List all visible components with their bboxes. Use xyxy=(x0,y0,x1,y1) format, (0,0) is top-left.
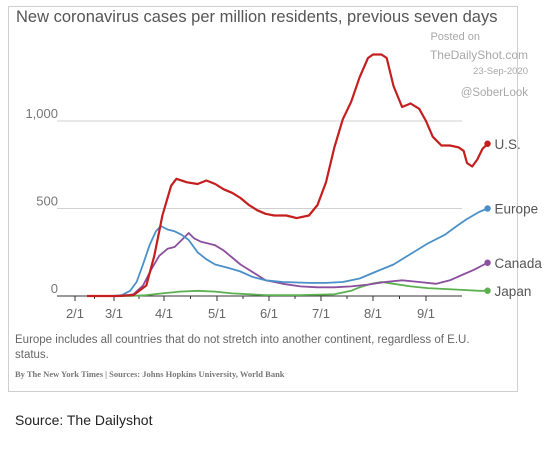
x-axis: 2/1 3/1 4/1 5/1 6/1 7/1 8/1 9/1 xyxy=(66,296,435,321)
series-line-europe xyxy=(87,207,488,297)
series-label: U.S. xyxy=(495,137,521,152)
x-tick-label: 7/1 xyxy=(312,306,330,321)
series-label: Europe xyxy=(495,202,539,217)
credit-date: 23-Sep-2020 xyxy=(473,66,528,77)
source-caption: Source: The Dailyshot xyxy=(15,412,153,428)
x-tick-label: 4/1 xyxy=(155,306,173,321)
credit-handle: @SoberLook xyxy=(460,87,528,99)
series-lines xyxy=(87,53,489,298)
x-tick-label: 2/1 xyxy=(66,306,84,321)
series-end-dot xyxy=(484,287,491,294)
series-label: Japan xyxy=(495,284,532,299)
x-tick-label: 3/1 xyxy=(105,306,123,321)
series-end-dot xyxy=(484,140,491,147)
y-tick-label: 1,000 xyxy=(25,106,58,121)
x-tick-label: 5/1 xyxy=(208,306,226,321)
chart-frame xyxy=(8,6,518,392)
series-end-dot xyxy=(484,259,491,266)
series-end-dot xyxy=(484,205,491,212)
series-label: Canada xyxy=(495,256,543,271)
credit-site: TheDailyShot.com xyxy=(429,48,528,62)
credit-posted-on: Posted on xyxy=(430,31,480,43)
y-tick-label: 0 xyxy=(51,281,58,296)
series-line-japan xyxy=(87,281,488,297)
x-tick-label: 9/1 xyxy=(417,306,435,321)
chart-title: New coronavirus cases per million reside… xyxy=(16,8,498,26)
chart-byline: By The New York Times | Sources: Johns H… xyxy=(15,369,285,379)
series-line-canada xyxy=(87,232,488,297)
series-labels: U.S. Europe Canada Japan xyxy=(484,137,542,299)
x-tick-label: 6/1 xyxy=(260,306,278,321)
x-tick-label: 8/1 xyxy=(364,306,382,321)
line-chart: 0 500 1,000 2/1 3/1 4/1 5/1 6/1 7/1 8/1 9/1 U.S. E… xyxy=(25,53,542,321)
series-line-us xyxy=(87,53,489,298)
chart-footnote: Europe includes all countries that do no… xyxy=(15,334,470,361)
y-tick-label: 500 xyxy=(36,194,58,209)
